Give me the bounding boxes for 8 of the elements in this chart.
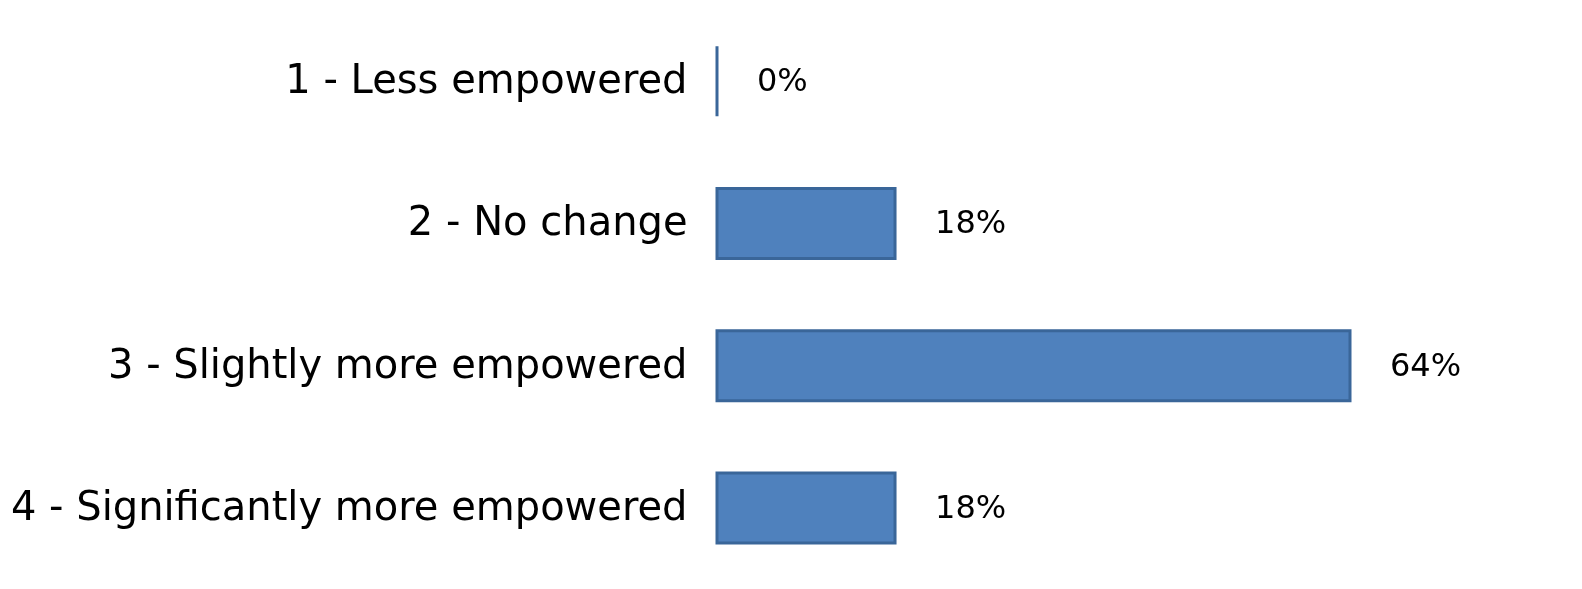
y-tick-label: 4 - Significantly more empowered [10, 482, 688, 529]
data-label: 0% [757, 61, 808, 100]
data-label: 64% [1390, 345, 1462, 384]
y-tick-label: 3 - Slightly more empowered [107, 340, 688, 387]
data-label: 18% [935, 203, 1007, 242]
data-label: 18% [935, 487, 1007, 526]
y-tick-label: 1 - Less empowered [285, 56, 688, 103]
y-tick-label: 2 - No change [407, 198, 688, 245]
